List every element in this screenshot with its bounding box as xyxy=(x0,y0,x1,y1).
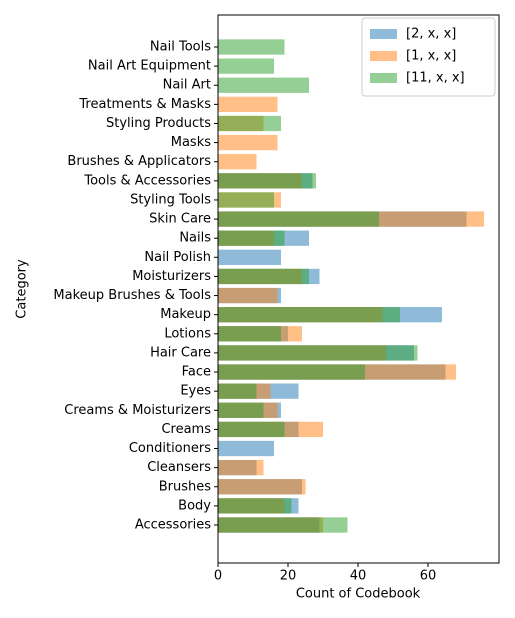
y-tick-label: Makeup Brushes & Tools xyxy=(53,288,211,303)
legend-swatch xyxy=(370,51,397,61)
y-tick-label: Body xyxy=(178,498,211,513)
legend-swatch xyxy=(370,29,397,39)
bar xyxy=(218,402,264,418)
y-tick-label: Nail Art Equipment xyxy=(88,59,211,74)
bar xyxy=(218,134,278,151)
plot-frame xyxy=(217,14,500,564)
bar xyxy=(218,459,264,476)
y-tick-label: Face xyxy=(182,365,211,380)
x-tick-label: 0 xyxy=(214,569,222,584)
bar xyxy=(218,326,281,342)
bar xyxy=(218,498,292,514)
y-tick-label: Eyes xyxy=(180,384,211,399)
y-tick-label: Makeup xyxy=(160,307,211,322)
y-tick-label: Nail Tools xyxy=(150,40,211,55)
y-tick-label: Tools & Accessories xyxy=(83,173,211,188)
bar xyxy=(218,440,274,457)
legend-swatch xyxy=(370,73,397,83)
y-tick-label: Styling Products xyxy=(106,116,211,131)
y-tick-label: Creams xyxy=(161,422,211,437)
legend-label: [1, x, x] xyxy=(406,49,456,64)
y-tick-label: Cleansers xyxy=(147,460,211,475)
bar xyxy=(218,96,278,113)
bar xyxy=(218,517,348,533)
bar xyxy=(218,173,316,189)
legend-label: [11, x, x] xyxy=(406,71,465,86)
y-tick-label: Nail Art xyxy=(163,78,211,93)
bar xyxy=(218,383,257,399)
y-tick-label: Hair Care xyxy=(150,345,211,360)
bar xyxy=(218,39,285,55)
y-tick-label: Moisturizers xyxy=(132,269,211,284)
bar xyxy=(218,364,365,380)
bar xyxy=(218,58,274,74)
y-axis-label: Category xyxy=(15,259,30,319)
bar xyxy=(218,249,281,265)
y-tick-label: Treatments & Masks xyxy=(78,97,211,112)
y-tick-label: Creams & Moisturizers xyxy=(64,403,211,418)
bar xyxy=(218,287,278,304)
bar xyxy=(218,154,257,170)
bar xyxy=(218,479,306,495)
bar xyxy=(218,307,400,323)
bar xyxy=(218,115,281,132)
y-tick-label: Nails xyxy=(179,231,211,246)
x-tick-label: 40 xyxy=(350,569,367,584)
bar xyxy=(218,421,285,438)
bar xyxy=(218,345,418,361)
y-tick-label: Skin Care xyxy=(149,212,211,227)
y-tick-label: Nail Polish xyxy=(144,250,211,265)
bar xyxy=(218,211,379,227)
bar xyxy=(218,77,309,93)
legend-label: [2, x, x] xyxy=(406,27,456,42)
x-axis-label: Count of Codebook xyxy=(296,587,421,602)
y-tick-label: Conditioners xyxy=(129,441,211,456)
y-tick-label: Masks xyxy=(171,135,211,150)
x-tick-label: 20 xyxy=(280,569,297,584)
bar xyxy=(218,268,309,285)
y-tick-label: Lotions xyxy=(164,326,211,341)
y-tick-label: Styling Tools xyxy=(130,192,211,207)
y-tick-label: Brushes xyxy=(159,479,212,494)
bar xyxy=(218,230,285,246)
y-tick-label: Brushes & Applicators xyxy=(67,154,211,169)
bar xyxy=(218,192,274,208)
y-tick-label: Accessories xyxy=(135,518,211,533)
x-tick-label: 60 xyxy=(420,569,437,584)
